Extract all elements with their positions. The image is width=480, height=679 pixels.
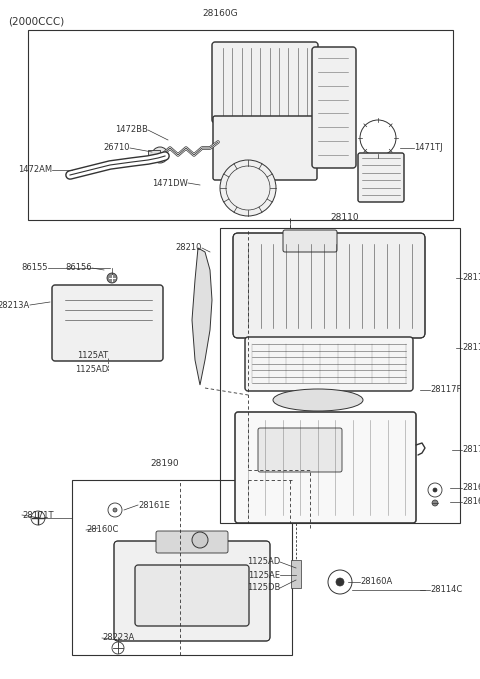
Circle shape [432,500,438,506]
Text: 28111: 28111 [462,274,480,282]
Text: 28110: 28110 [331,213,360,222]
Text: 28171T: 28171T [22,511,53,519]
Bar [220,228,460,523]
Text: 28213A: 28213A [0,301,30,310]
Text: 86155: 86155 [22,263,48,272]
FancyBboxPatch shape [358,153,404,202]
Text: 1125AD: 1125AD [75,365,108,375]
Text: 1125DB: 1125DB [247,583,280,593]
Text: 86156: 86156 [65,263,92,272]
Text: 1472AM: 1472AM [18,166,52,175]
Text: 28114C: 28114C [430,585,462,595]
Text: 26710: 26710 [104,143,130,153]
FancyBboxPatch shape [283,230,337,252]
FancyBboxPatch shape [114,541,270,641]
Circle shape [152,147,168,163]
FancyBboxPatch shape [156,531,228,553]
FancyBboxPatch shape [52,285,163,361]
Text: 1125AE: 1125AE [248,570,280,579]
Circle shape [113,508,117,512]
Text: (2000CCC): (2000CCC) [8,16,64,26]
Text: 1125AT: 1125AT [77,352,108,361]
Bar [72,480,292,655]
Circle shape [220,160,276,216]
Circle shape [192,532,208,548]
Circle shape [433,488,437,492]
Text: 28113: 28113 [462,344,480,352]
Polygon shape [192,248,212,385]
Text: 28174H: 28174H [462,445,480,454]
FancyBboxPatch shape [213,116,317,180]
FancyBboxPatch shape [233,233,425,338]
Text: 28160C: 28160C [86,526,119,534]
FancyBboxPatch shape [212,42,318,123]
Text: 1125AD: 1125AD [247,557,280,566]
Text: 28190: 28190 [151,459,180,468]
Circle shape [336,578,344,586]
Text: 28210: 28210 [176,244,202,253]
Text: 1472BB: 1472BB [115,126,148,134]
Ellipse shape [273,389,363,411]
FancyBboxPatch shape [258,428,342,472]
Text: 1471TJ: 1471TJ [414,143,443,153]
FancyBboxPatch shape [135,565,249,626]
FancyBboxPatch shape [235,412,416,523]
Bar [148,150,160,160]
Text: 28160B: 28160B [462,483,480,492]
FancyBboxPatch shape [245,337,413,391]
Circle shape [107,273,117,283]
FancyBboxPatch shape [312,47,356,168]
Text: 28160A: 28160A [360,578,392,587]
Bar [28,30,453,220]
Text: 1471DW: 1471DW [152,179,188,187]
Text: 28161E: 28161E [138,500,170,509]
Bar [291,560,301,588]
Text: 28117F: 28117F [430,386,461,394]
Text: 28223A: 28223A [102,634,134,642]
Text: 28160G: 28160G [202,9,238,18]
Text: 28161: 28161 [462,498,480,507]
